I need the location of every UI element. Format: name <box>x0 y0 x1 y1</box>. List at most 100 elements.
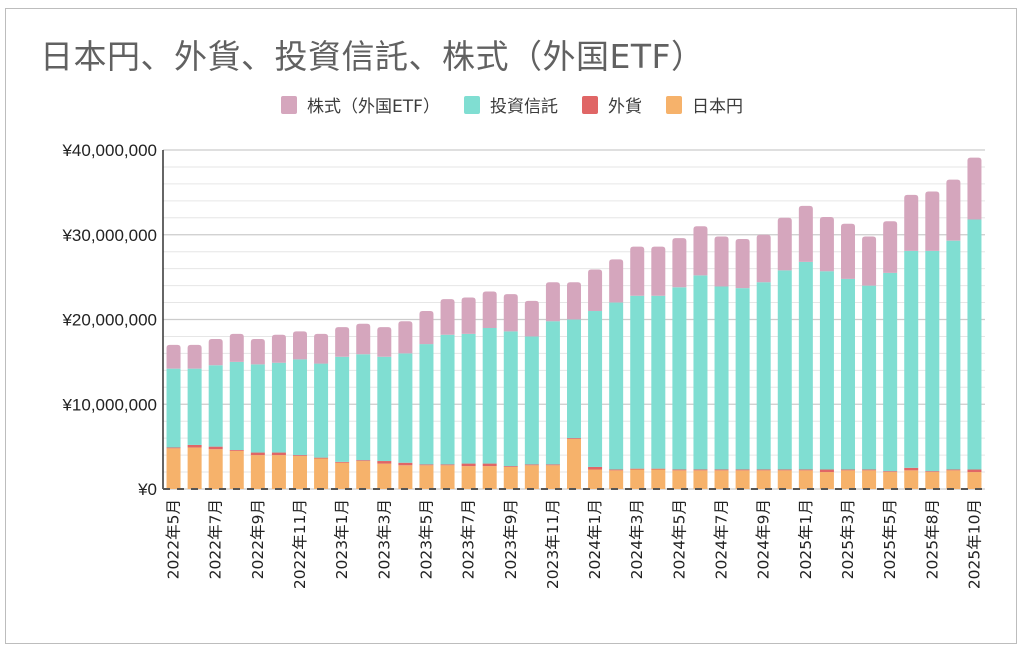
chart-legend: 株式（外国ETF） 投資信託 外貨 日本円 <box>0 92 1024 117</box>
y-tick-label: ¥20,000,000 <box>61 311 157 330</box>
bar-segment-etf <box>293 331 307 360</box>
bar-segment-jpy <box>925 472 940 489</box>
bar-segment-fx <box>735 469 750 471</box>
legend-item[interactable]: 投資信託 <box>463 92 558 117</box>
bar-segment-etf <box>503 294 518 332</box>
x-tick-label: 2023年3月 <box>375 499 393 579</box>
bar-segment-jpy <box>862 470 877 489</box>
bar-segment-etf <box>482 291 497 328</box>
bar-segment-jpy <box>440 465 455 489</box>
bar-segment-fund <box>419 344 434 465</box>
bar-segment-jpy <box>567 438 581 489</box>
y-tick-label: ¥10,000,000 <box>61 395 157 414</box>
bar-segment-fx <box>461 463 476 467</box>
bar-segment-etf <box>461 297 476 334</box>
bar-segment-fx <box>946 469 961 471</box>
bar-segment-fund <box>735 288 750 470</box>
bar-segment-jpy <box>293 455 307 489</box>
x-tick-label: 2025年3月 <box>839 499 857 579</box>
bar-segment-fund <box>461 333 476 464</box>
bar-segment-fund <box>187 368 202 445</box>
bar-segment-fund <box>482 327 497 464</box>
x-tick-label: 2024年1月 <box>586 499 604 579</box>
x-tick-label: 2023年5月 <box>417 499 435 579</box>
legend-item[interactable]: 日本円 <box>665 92 743 117</box>
x-tick-label: 2024年7月 <box>713 499 731 579</box>
bar-segment-fx <box>672 469 687 471</box>
bar-segment-etf <box>609 259 624 303</box>
bar-segment-jpy <box>777 470 792 489</box>
bar-segment-etf <box>798 205 813 262</box>
bar-segment-fund <box>946 240 961 470</box>
chart-title: 日本円、外貨、投資信託、株式（外国ETF） <box>40 37 705 76</box>
bar-segment-fx <box>883 471 898 473</box>
bar-segment-fund <box>672 287 687 470</box>
x-tick-label: 2022年9月 <box>249 499 267 579</box>
bar-segment-jpy <box>461 466 476 489</box>
bar-segment-fx <box>925 471 940 473</box>
bar-segment-jpy <box>651 469 666 489</box>
bar-segment-fund <box>524 336 539 465</box>
legend-label: 外貨 <box>607 97 642 117</box>
bar-segment-fx <box>545 464 560 466</box>
bar-segment-fund <box>314 363 329 458</box>
bar-segment-jpy <box>524 465 539 489</box>
bar-segment-fx <box>398 462 413 466</box>
bar-segment-jpy <box>672 470 687 489</box>
bar-segment-fund <box>756 282 771 470</box>
bar-segment-etf <box>735 238 750 289</box>
bar-segment-fx <box>335 461 350 463</box>
bar-segment-jpy <box>356 461 371 489</box>
bar-segment-etf <box>819 216 834 272</box>
bar-segment-fx <box>630 468 645 470</box>
bar-segment-etf <box>967 157 982 220</box>
bar-segment-etf <box>524 300 539 337</box>
bar-segment-fx <box>440 464 455 466</box>
bar-segment-jpy <box>229 450 244 489</box>
bar-segment-jpy <box>946 470 961 489</box>
bar-segment-etf <box>693 226 708 276</box>
bar-segment-fund <box>841 278 855 470</box>
bar-segment-fx <box>250 452 265 456</box>
x-tick-label: 2025年1月 <box>797 499 815 579</box>
x-tick-label: 2023年7月 <box>460 499 478 579</box>
bar-segment-fund <box>166 368 181 448</box>
bar-segment-jpy <box>166 448 181 489</box>
bar-segment-fx <box>377 461 392 464</box>
legend-item[interactable]: 外貨 <box>581 92 642 117</box>
bar-segment-etf <box>651 246 666 296</box>
bar-segment-fund <box>651 295 666 469</box>
legend-item[interactable]: 株式（外国ETF） <box>281 92 440 117</box>
bar-segment-fund <box>693 275 708 470</box>
bar-segment-fx <box>271 452 286 456</box>
bar-segment-fx <box>714 469 729 471</box>
x-tick-label: 2025年10月 <box>965 499 983 589</box>
bar-segment-fx <box>503 466 518 467</box>
bar-segment-fund <box>630 295 645 469</box>
bar-segment-jpy <box>503 466 518 489</box>
bar-segment-fund <box>545 321 560 465</box>
legend-swatch <box>281 95 298 114</box>
bar-segment-fund <box>398 353 413 463</box>
bar-segment-fund <box>777 270 792 470</box>
legend-label: 投資信託 <box>489 97 558 117</box>
bar-segment-jpy <box>735 470 750 489</box>
x-tick-label: 2023年9月 <box>502 499 520 579</box>
bar-segment-fx <box>482 463 497 467</box>
bar-segment-jpy <box>377 463 392 489</box>
bar-segment-etf <box>904 194 919 251</box>
bar-segment-etf <box>356 323 371 355</box>
bar-segment-jpy <box>271 455 286 489</box>
bar-segment-fund <box>229 361 244 451</box>
bar-segment-fx <box>229 450 244 451</box>
legend-label: 日本円 <box>691 97 743 117</box>
bar-segment-fx <box>756 469 771 471</box>
x-tick-label: 2025年8月 <box>923 499 941 579</box>
y-tick-label: ¥40,000,000 <box>61 141 157 160</box>
bar-segment-jpy <box>967 472 982 489</box>
bar-segment-jpy <box>714 470 729 489</box>
bar-segment-jpy <box>630 469 645 489</box>
x-tick-label: 2024年3月 <box>628 499 646 579</box>
bar-segment-fx <box>166 447 181 449</box>
